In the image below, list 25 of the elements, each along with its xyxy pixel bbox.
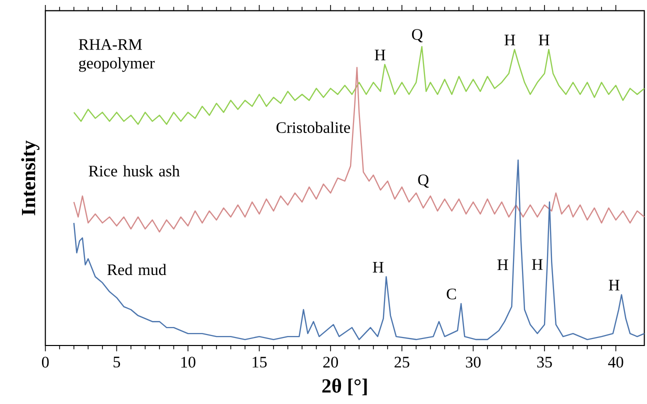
x-tick-label: 30 xyxy=(466,356,481,368)
x-tick-label: 15 xyxy=(252,356,267,368)
annotation: C xyxy=(446,288,456,300)
annotation: Q xyxy=(412,28,423,42)
x-tick-label: 35 xyxy=(537,356,552,368)
y-axis-title: Intensity xyxy=(21,140,40,216)
annotation: H xyxy=(504,34,516,46)
x-tick-label: 0 xyxy=(42,356,49,368)
x-tick-label: 10 xyxy=(181,356,196,368)
series-label: Red mud xyxy=(107,264,166,276)
series-label: Rice husk ash xyxy=(88,165,180,176)
x-tick-label: 25 xyxy=(394,356,410,368)
x-tick-label: 5 xyxy=(114,356,120,368)
text: RHA-RM geopolymer xyxy=(78,39,155,72)
annotation: H xyxy=(538,34,550,46)
annotation: Cristobalite xyxy=(276,122,350,133)
annotation: H xyxy=(372,262,384,272)
x-tick-label: 40 xyxy=(608,356,624,368)
annotation: Q xyxy=(418,174,429,188)
x-axis-title: 2θ [°] xyxy=(322,378,367,396)
annotation: H xyxy=(532,259,543,270)
annotation: H xyxy=(374,50,386,60)
annotation: H xyxy=(497,259,508,270)
x-tick-label: 20 xyxy=(323,356,338,368)
annotation: H xyxy=(608,280,620,290)
